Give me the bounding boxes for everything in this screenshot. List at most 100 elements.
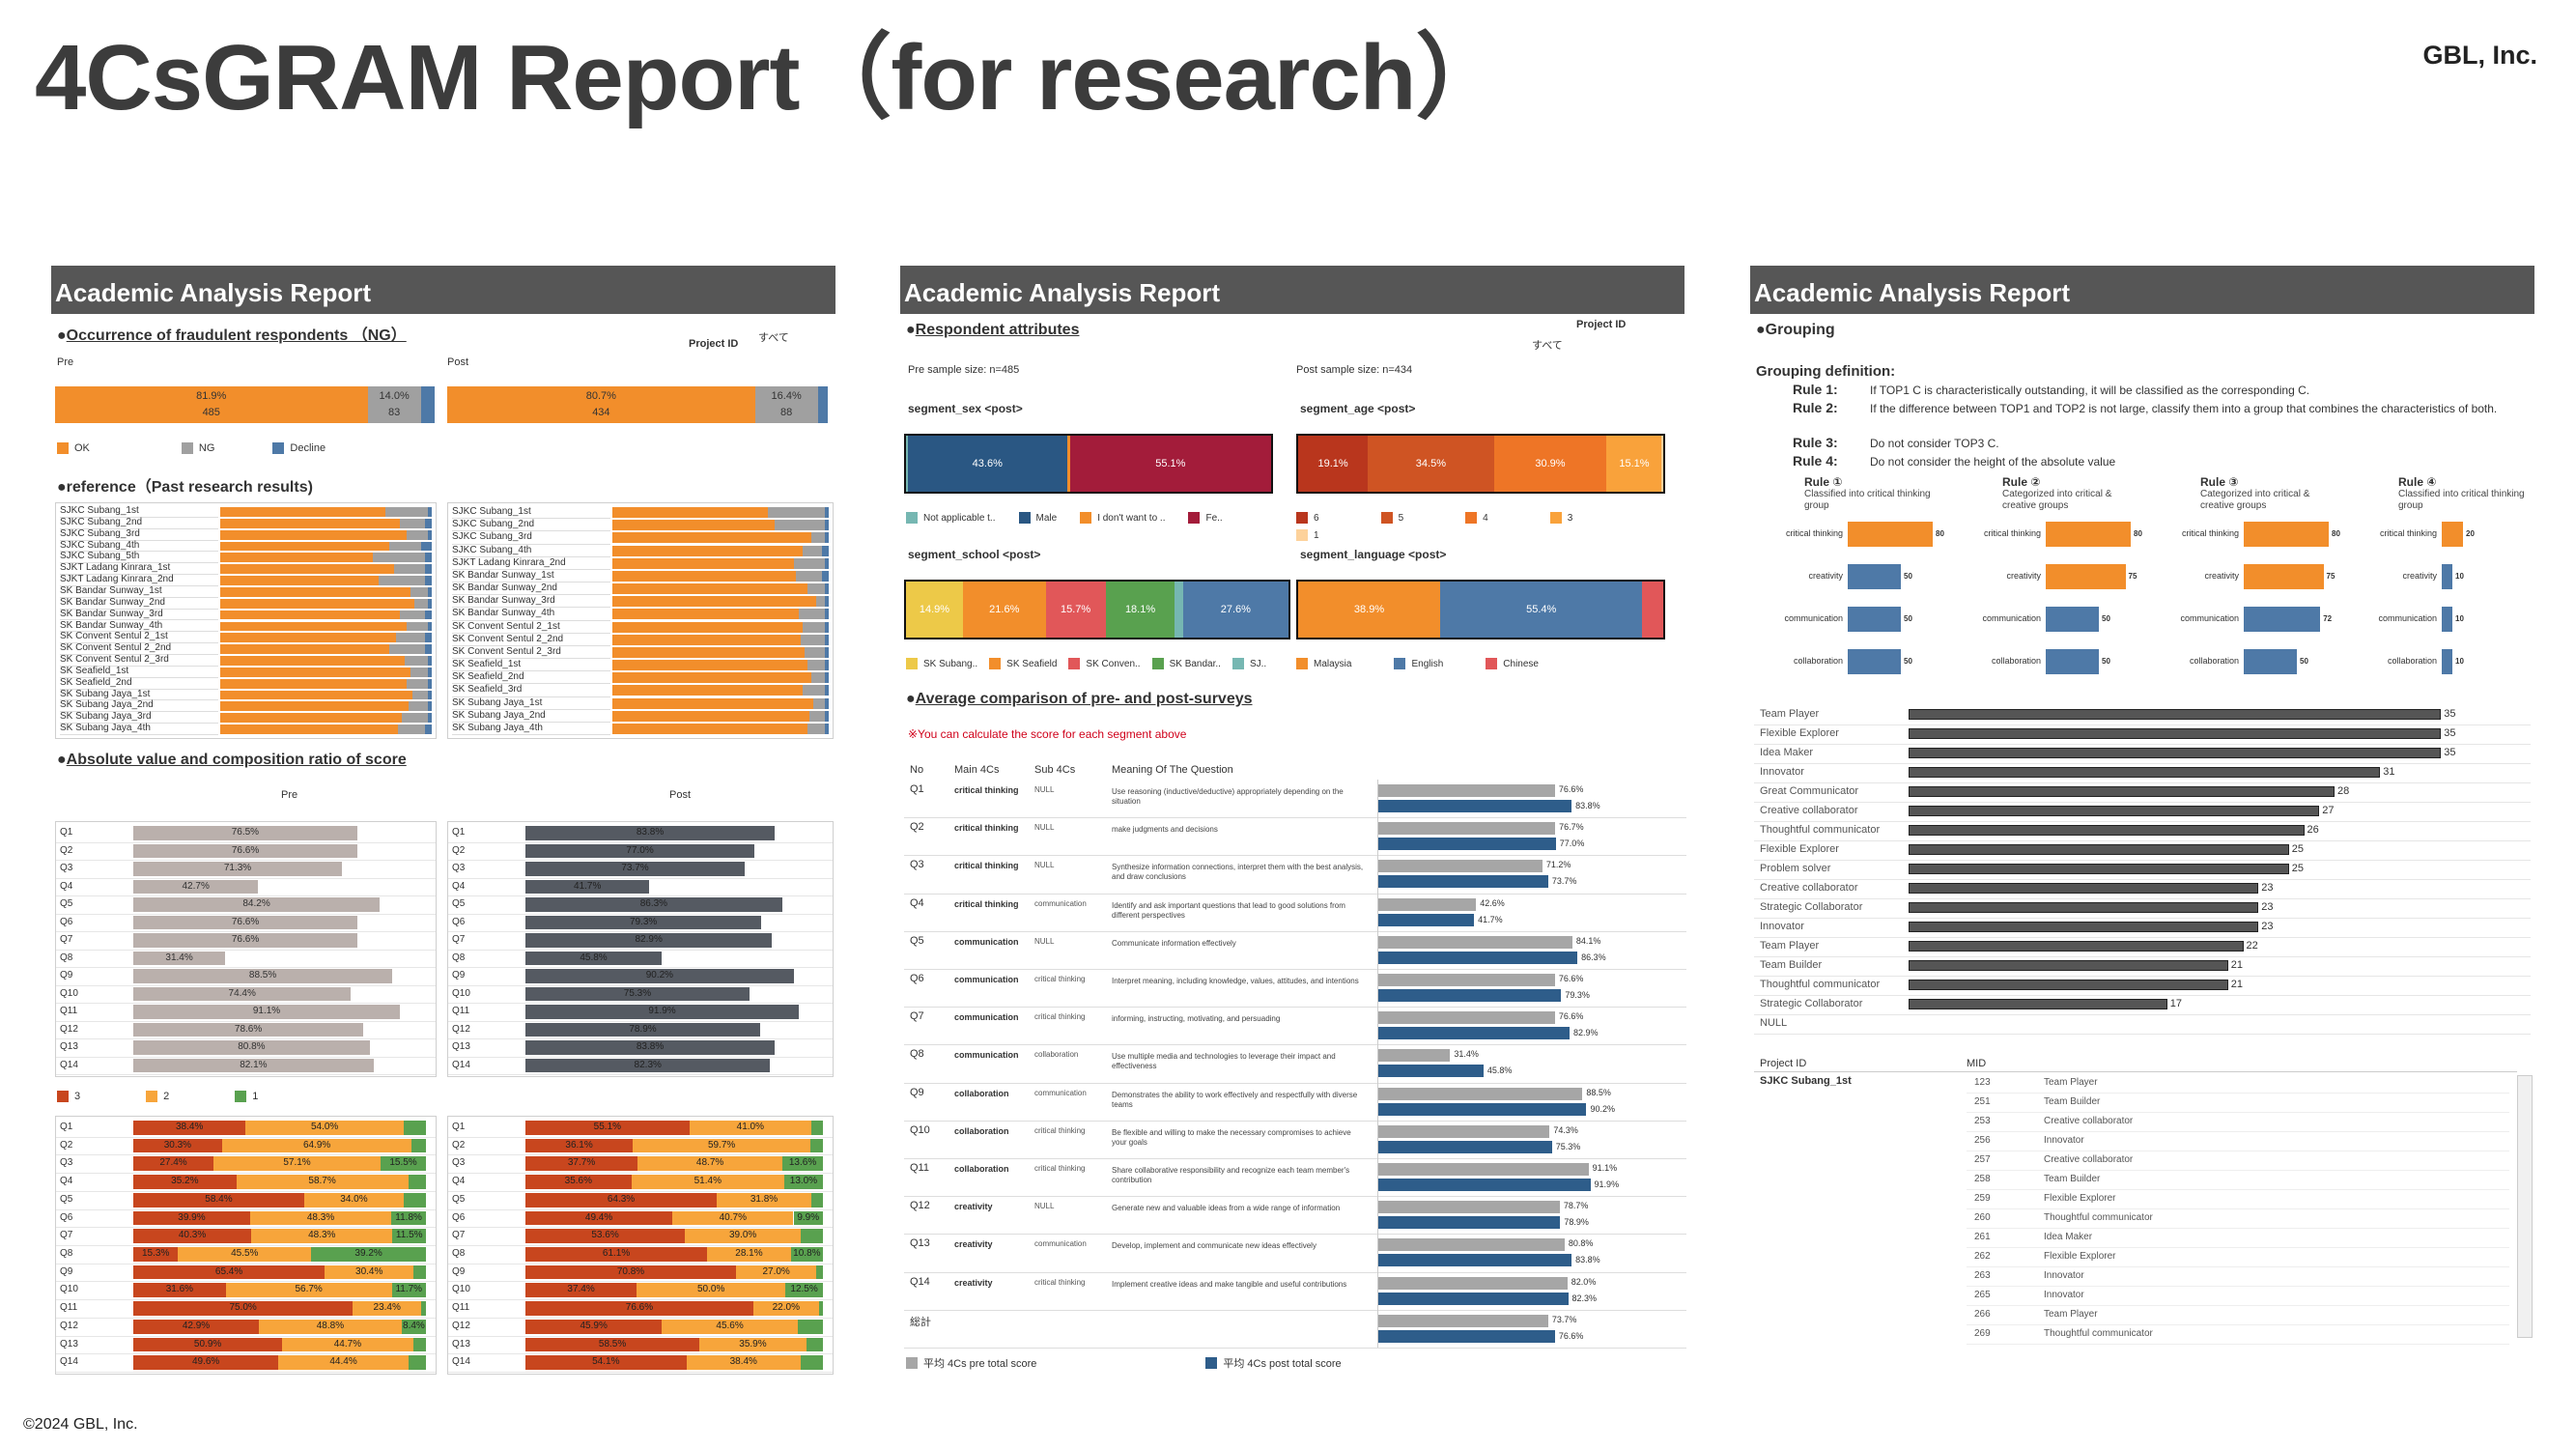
- composition-segment: 49.4%: [525, 1210, 673, 1226]
- reference-bar-segment: [800, 634, 825, 645]
- segment-part: 43.6%: [907, 436, 1067, 492]
- reference-label: SJKC Subang_1st: [60, 505, 218, 518]
- pre-score-bar: [1377, 784, 1555, 797]
- table-row-line: [1967, 1324, 2509, 1325]
- group-cell: Team Player: [2044, 1077, 2098, 1088]
- project-id-filter[interactable]: すべて: [758, 332, 789, 344]
- legend-item: 平均 4Cs pre total score: [906, 1355, 1036, 1371]
- composition-segment: [797, 1319, 823, 1334]
- composition-segment: 38.4%: [686, 1355, 801, 1370]
- row-divider: [904, 817, 1686, 819]
- post-score-bar: [1377, 1292, 1569, 1305]
- rule-axis-label: collaboration: [2387, 656, 2437, 666]
- question-label: Q4: [60, 880, 73, 892]
- grid-row: [448, 1136, 833, 1138]
- cell-no: 総計: [910, 1316, 931, 1328]
- rule-bar-value: 80: [1936, 529, 1944, 538]
- average-comparison-table: No Main 4Cs Sub 4Cs Meaning Of The Question…: [904, 754, 1686, 1349]
- rule-text: If the difference between TOP1 and TOP2 …: [1870, 402, 2498, 415]
- grid-row: [56, 1281, 436, 1283]
- reference-bar-segment: [410, 667, 428, 677]
- grid-row: [56, 860, 436, 861]
- pre-score-bar: [1377, 1011, 1555, 1025]
- reference-label: SK Subang Jaya_1st: [60, 689, 218, 701]
- reference-bar-segment: [220, 564, 394, 575]
- grid-row: [1754, 782, 2531, 783]
- absolute-pre-chart: Q1 76.5% Q2 76.6% Q3 71.3% Q4 42.7% Q5 84.2% Q6 76.…: [55, 821, 437, 1077]
- grid-row: [1754, 918, 2531, 919]
- composition-segment: [403, 1192, 426, 1208]
- segment-part: 30.9%: [1493, 436, 1607, 492]
- pre-score-bar: [1377, 1049, 1451, 1063]
- grid-row: [56, 1353, 436, 1355]
- cell-main: communication: [954, 1012, 1019, 1023]
- absolute-bar-value: 83.8%: [636, 1041, 665, 1052]
- reference-bar-segment: [384, 507, 428, 517]
- rule-axis-label: collaboration: [1793, 656, 1843, 666]
- segment-part: 15.1%: [1606, 436, 1662, 492]
- legend-swatch: [1394, 658, 1406, 669]
- scrollbar[interactable]: [2517, 1075, 2533, 1338]
- mid-cell: 269: [1974, 1328, 1991, 1339]
- absolute-bar: 74.4%: [133, 986, 352, 1001]
- rule-bar: [2244, 564, 2324, 589]
- segment-pct: 81.9%: [196, 390, 227, 402]
- composition-value: 48.8%: [316, 1320, 345, 1331]
- grid-row: [56, 1136, 436, 1138]
- reference-bar-segment: [612, 545, 804, 556]
- reference-bar-segment: [824, 532, 829, 544]
- cell-main: critical thinking: [954, 898, 1019, 909]
- rule-bar-value: 80: [2332, 529, 2340, 538]
- rule-heading: Rule ②: [2002, 475, 2041, 489]
- rule-bar-value: 10: [2455, 657, 2464, 666]
- cell-main: communication: [954, 975, 1019, 984]
- sex-legend: Not applicable t.. Male I don't want to ..…: [906, 511, 1292, 528]
- reference-bar-segment: [406, 529, 428, 540]
- rule-axis-label: critical thinking: [2181, 528, 2239, 538]
- composition-value: 49.6%: [191, 1356, 220, 1368]
- composition-segment: 53.6%: [525, 1229, 686, 1243]
- pre-score-bar: [1377, 1276, 1568, 1290]
- legend-item: SK Conven..: [1068, 658, 1141, 669]
- row-divider: [904, 1271, 1686, 1273]
- segment-part: [1661, 436, 1663, 492]
- reference-bar-segment: [220, 678, 407, 689]
- question-label: Q4: [452, 880, 466, 892]
- legend-label: 1: [1314, 529, 1319, 541]
- reference-bar-segment: [824, 583, 829, 595]
- group-bar: [1909, 922, 2259, 932]
- post-score-bar: [1377, 875, 1548, 889]
- composition-segment: 39.9%: [133, 1210, 250, 1226]
- legend-label: 1: [252, 1091, 259, 1102]
- header-divider: [1754, 1071, 2517, 1072]
- cell-no: Q6: [910, 973, 924, 984]
- rule-axis-label: creativity: [2006, 571, 2041, 581]
- group-bar: [1909, 709, 2442, 720]
- group-bar: [1909, 883, 2259, 894]
- question-label: Q12: [60, 1023, 78, 1035]
- reference-bar-segment: [406, 678, 428, 689]
- reference-bar-segment: [425, 553, 432, 563]
- section-reference-title: ●reference（Past research results): [57, 479, 313, 496]
- rule-axis-label: communication: [2180, 613, 2239, 623]
- composition-segment: 13.6%: [782, 1156, 823, 1172]
- project-id-filter[interactable]: すべて: [1532, 340, 1563, 352]
- reference-bar-segment: [412, 690, 428, 700]
- cell-question: Communicate information effectively: [1112, 938, 1236, 948]
- legend-item: I don't want to ..: [1080, 512, 1165, 524]
- group-cell: Team Builder: [2044, 1096, 2101, 1107]
- absolute-bar: 75.3%: [525, 986, 750, 1001]
- grid-row: [448, 1208, 833, 1210]
- grouping-definition-title: Grouping definition:: [1756, 363, 1896, 380]
- fraud-segment: 14.0% 83: [367, 386, 421, 423]
- question-label: Q3: [60, 1157, 73, 1169]
- reference-bar-segment: [427, 529, 432, 540]
- reference-bar-segment: [824, 710, 829, 722]
- cell-sub: NULL: [1034, 1202, 1055, 1211]
- group-value: 21: [2230, 959, 2243, 971]
- pre-score-value: 80.8%: [1568, 1238, 1594, 1249]
- legend-swatch: [1068, 658, 1081, 669]
- question-label: Q14: [60, 1059, 78, 1070]
- legend-label: 6: [1314, 512, 1319, 524]
- mid-cell: 256: [1974, 1135, 1991, 1146]
